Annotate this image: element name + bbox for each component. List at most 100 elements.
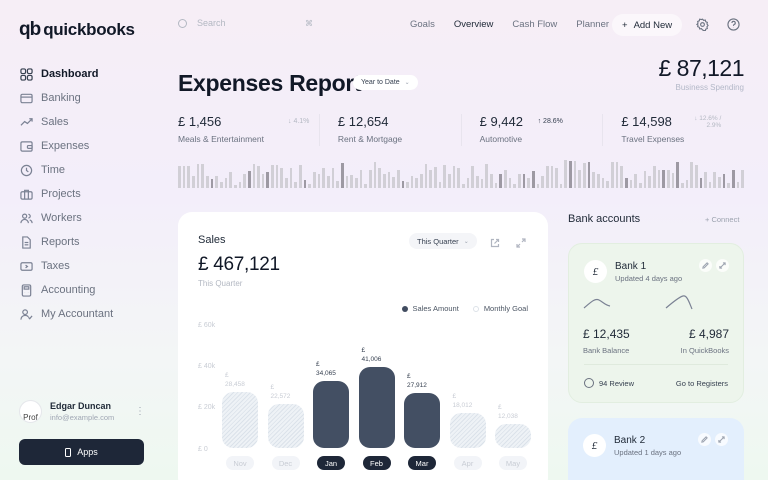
spark-bar (434, 167, 437, 188)
app-logo[interactable]: qb quickbooks (19, 19, 135, 41)
user-profile[interactable]: Prof Edgar Duncan info@example.com ⋮ (19, 400, 145, 423)
expense-kpis: £ 1,456 Meals & Entertainment ↓ 4.1% £ 1… (178, 114, 744, 146)
wallet-icon (19, 139, 33, 153)
clock-icon (19, 163, 33, 177)
sidebar-item-accounting[interactable]: Accounting (19, 278, 113, 302)
review-link[interactable]: 94 Review (584, 378, 634, 388)
spark-bar (648, 176, 651, 188)
date-range-dropdown[interactable]: Year to Date ⌄ (353, 75, 418, 90)
more-options-icon[interactable]: ⋮ (135, 406, 145, 417)
spark-bar (261, 174, 265, 188)
spark-bar (382, 174, 386, 188)
spark-bar (545, 166, 549, 188)
goal-bar[interactable] (495, 424, 531, 448)
spark-bar (322, 168, 325, 188)
edit-icon[interactable] (698, 433, 711, 446)
sidebar-item-taxes[interactable]: Taxes (19, 254, 113, 278)
connect-button[interactable]: + Connect (705, 215, 740, 224)
divider (584, 364, 728, 365)
spark-bar (345, 176, 349, 188)
spark-bar (629, 180, 633, 188)
bank-card-1[interactable]: £ Bank 1 Updated 4 days ago £ 12,435 Ban… (568, 243, 744, 403)
kpi-travel[interactable]: £ 14,598 Travel Expenses ↓ 12.6% / 2.9% (602, 114, 744, 146)
sidebar-item-expenses[interactable]: Expenses (19, 134, 113, 158)
bar-value-label: £41,006 (361, 347, 382, 363)
month-label-feb[interactable]: Feb (362, 456, 391, 470)
expand-icon[interactable] (516, 235, 526, 248)
spark-bar (517, 174, 521, 188)
month-label-may[interactable]: May (499, 456, 527, 470)
sidebar-item-banking[interactable]: Banking (19, 86, 113, 110)
spark-bar (336, 181, 339, 188)
sales-value: £ 467,121 (198, 254, 280, 275)
help-icon[interactable] (727, 18, 740, 31)
tab-overview[interactable]: Overview (453, 19, 494, 30)
add-new-button[interactable]: + Add New (612, 14, 683, 36)
sidebar-item-time[interactable]: Time (19, 158, 113, 182)
legend-sales-amount[interactable]: Sales Amount (401, 304, 459, 313)
external-link-icon[interactable] (490, 235, 500, 248)
period-label: This Quarter (417, 236, 459, 246)
period-dropdown[interactable]: This Quarter ⌄ (409, 233, 477, 249)
goal-bar[interactable] (449, 413, 486, 448)
gear-icon[interactable] (696, 18, 709, 32)
tab-goals[interactable]: Goals (410, 19, 435, 30)
sidebar-item-my-accountant[interactable]: My Accountant (19, 302, 113, 326)
user-check-icon (19, 307, 33, 321)
spark-bar (359, 170, 363, 188)
bar-group-dec[interactable]: £22,572 Dec (267, 322, 304, 470)
sidebar-item-reports[interactable]: Reports (19, 230, 113, 254)
bar-group-may[interactable]: £12,038 May (495, 322, 531, 470)
edit-icon[interactable] (699, 259, 712, 272)
expand-icon[interactable] (715, 433, 728, 446)
sidebar-item-dashboard[interactable]: Dashboard (19, 62, 113, 86)
expand-icon[interactable] (716, 259, 729, 272)
spark-bar (541, 176, 544, 188)
spark-bar (550, 166, 554, 188)
y-axis: £ 60k £ 40k £ 20k £ 0 (198, 322, 228, 462)
month-label-jan[interactable]: Jan (317, 456, 345, 470)
spark-bar (317, 174, 321, 188)
sidebar-item-workers[interactable]: Workers (19, 206, 113, 230)
spark-bar (578, 170, 582, 188)
kpi-meals[interactable]: £ 1,456 Meals & Entertainment ↓ 4.1% (178, 114, 319, 146)
bank-accounts-title: Bank accounts (568, 213, 641, 225)
sales-bar[interactable] (358, 367, 395, 448)
bar-group-feb[interactable]: £41,006 Feb (358, 322, 395, 470)
spark-bar (354, 178, 358, 188)
bar-group-jan[interactable]: £34,065 Jan (313, 322, 349, 470)
goal-bar[interactable] (222, 392, 258, 448)
sidebar-item-projects[interactable]: Projects (19, 182, 113, 206)
goal-bar[interactable] (267, 404, 304, 448)
y-tick: £ 40k (198, 363, 216, 370)
spark-bar (303, 180, 307, 188)
avatar: Prof (19, 400, 42, 423)
bar-group-nov[interactable]: £28,458 Nov (222, 322, 258, 470)
sales-bar[interactable] (313, 381, 349, 448)
search-input[interactable]: Search ⌘ (178, 18, 313, 28)
phone-icon (65, 447, 72, 457)
month-label-nov[interactable]: Nov (226, 456, 254, 470)
spark-bar (378, 168, 381, 188)
month-label-mar[interactable]: Mar (408, 456, 436, 470)
total-label: Business Spending (675, 83, 745, 92)
tab-planner[interactable]: Planner (576, 19, 610, 30)
apps-button[interactable]: Apps (19, 439, 144, 465)
spark-bar (503, 170, 507, 188)
sidebar-item-sales[interactable]: Sales (19, 110, 113, 134)
profile-name: Edgar Duncan (50, 401, 112, 411)
kpi-change: ↓ 4.1% (288, 118, 310, 125)
spark-bar (299, 165, 302, 188)
kpi-rent[interactable]: £ 12,654 Rent & Mortgage (318, 114, 461, 146)
bar-group-mar[interactable]: £27,912 Mar (404, 322, 440, 470)
bar-group-apr[interactable]: £18,012 Apr (449, 322, 486, 470)
go-to-registers-link[interactable]: Go to Registers (675, 379, 728, 388)
kpi-automotive[interactable]: £ 9,442 Automotive ↑ 28.6% (460, 114, 603, 146)
spark-bar (266, 172, 270, 188)
bank-card-2[interactable]: £ Bank 2 Updated 1 days ago (568, 418, 744, 480)
month-label-dec[interactable]: Dec (271, 456, 300, 470)
sales-bar[interactable] (404, 393, 440, 448)
month-label-apr[interactable]: Apr (453, 456, 482, 470)
tab-cash-flow[interactable]: Cash Flow (512, 19, 558, 30)
legend-monthly-goal[interactable]: Monthly Goal (472, 304, 528, 313)
